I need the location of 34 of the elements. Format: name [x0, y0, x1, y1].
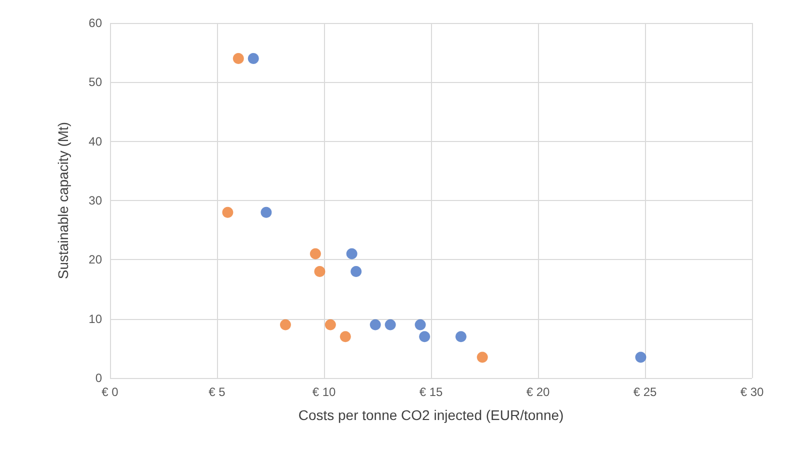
y-tick-label: 10	[88, 312, 102, 326]
point	[280, 319, 291, 330]
y-tick-label: 50	[88, 75, 102, 90]
point	[414, 319, 426, 330]
x-axis-title: Costs per tonne CO2 injected (EUR/tonne)	[298, 407, 564, 423]
point	[455, 331, 466, 342]
y-tick-label: 60	[88, 16, 102, 30]
point	[419, 331, 430, 342]
x-tick-label: € 30	[740, 385, 764, 399]
x-tick-label: € 0	[102, 385, 119, 399]
x-tick-label: € 15	[419, 385, 443, 399]
x-tick-label: € 5	[208, 385, 226, 399]
x-tick-label: € 10	[312, 385, 336, 399]
point	[248, 53, 259, 64]
y-tick-label: 20	[88, 252, 102, 267]
point	[260, 206, 272, 218]
point	[346, 248, 358, 260]
y-tick-label: 30	[88, 194, 102, 208]
x-tick-label: € 20	[526, 385, 550, 399]
point	[232, 53, 244, 64]
point	[324, 319, 336, 330]
point	[222, 206, 234, 218]
point	[635, 352, 646, 363]
y-tick-label: 40	[88, 134, 102, 148]
point	[310, 248, 321, 260]
x-tick-label: € 25	[633, 385, 657, 399]
point	[314, 266, 326, 277]
point	[384, 319, 396, 330]
point	[340, 331, 351, 342]
point	[476, 352, 488, 363]
y-tick-label: 0	[95, 371, 102, 385]
point	[370, 319, 381, 330]
y-axis-title: Sustainable capacity (Mt)	[55, 122, 71, 280]
point	[350, 266, 362, 277]
